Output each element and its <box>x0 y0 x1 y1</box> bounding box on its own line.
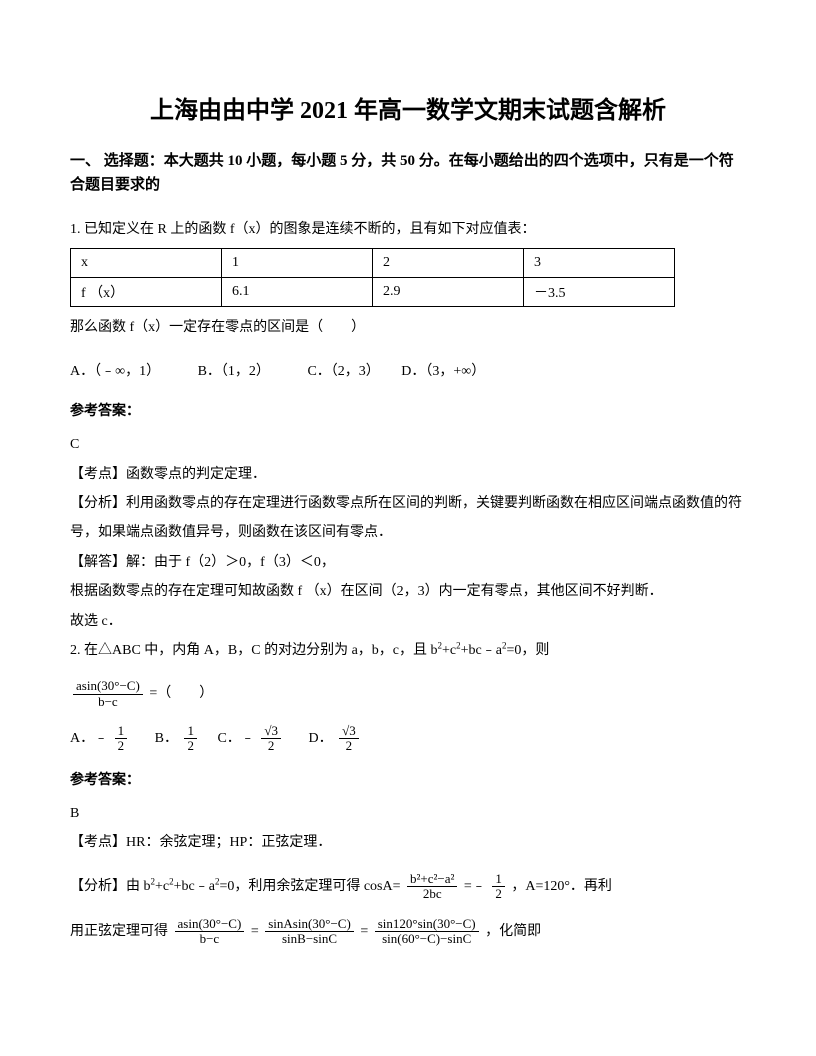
frac-num: b²+c²−a² <box>407 872 457 887</box>
table-row: x 1 2 3 <box>71 249 675 278</box>
fraction: 1 2 <box>184 724 197 754</box>
cell: x <box>71 249 222 278</box>
q1-jieda-3: 故选 c． <box>70 607 746 636</box>
text: = <box>360 924 371 939</box>
q1-opt-c: C．（2，3） <box>307 357 379 386</box>
cell: 3 <box>524 249 675 278</box>
q2-choices: A．﹣ 1 2 B． 1 2 C．﹣ √3 2 D． √3 2 <box>70 724 746 755</box>
frac-num: √3 <box>339 724 359 739</box>
frac-num: sin120°sin(30°−C) <box>375 917 479 932</box>
q1-answer: C <box>70 430 746 459</box>
text: +c <box>155 879 169 894</box>
frac-den: 2bc <box>407 887 457 901</box>
fraction: 1 2 <box>115 724 128 754</box>
q1-table: x 1 2 3 f （x） 6.1 2.9 －3.5 <box>70 248 675 307</box>
fraction: asin(30°−C) b−c <box>73 679 143 709</box>
text: =﹣ <box>464 879 486 894</box>
q2-expression: asin(30°−C) b−c =（ ） <box>70 679 746 710</box>
text: 2. 在△ABC 中，内角 A，B，C 的对边分别为 a，b，c，且 b <box>70 643 438 658</box>
frac-den: 2 <box>261 739 281 753</box>
q2-opt-c-pre: C．﹣ <box>217 731 254 746</box>
fraction: sin120°sin(30°−C) sin(60°−C)−sinC <box>375 917 479 947</box>
frac-den: 2 <box>492 887 505 901</box>
q1-opt-a: A．（﹣∞，1） <box>70 357 160 386</box>
section-1-header: 一、 选择题：本大题共 10 小题，每小题 5 分，共 50 分。在每小题给出的… <box>70 149 746 197</box>
frac-den: 2 <box>184 739 197 753</box>
frac-den: b−c <box>73 695 143 709</box>
cell: 2 <box>373 249 524 278</box>
page-title: 上海由由中学 2021 年高一数学文期末试题含解析 <box>70 90 746 125</box>
text: +bc﹣a <box>461 643 502 658</box>
frac-num: 1 <box>184 724 197 739</box>
fraction: √3 2 <box>339 724 359 754</box>
q1-answer-label: 参考答案： <box>70 400 746 420</box>
text: 【分析】由 b <box>70 879 151 894</box>
q1-opt-d: D．（3，+∞） <box>401 357 485 386</box>
frac-den: sin(60°−C)−sinC <box>375 932 479 946</box>
q2-opt-b-pre: B． <box>155 731 178 746</box>
frac-num: 1 <box>492 872 505 887</box>
q1-jieda-1: 【解答】解：由于 f（2）＞0，f（3）＜0， <box>70 548 746 577</box>
frac-den: b−c <box>175 932 245 946</box>
frac-num: asin(30°−C) <box>175 917 245 932</box>
q1-opt-b: B．（1，2） <box>198 357 270 386</box>
q1-fenxi: 【分析】利用函数零点的存在定理进行函数零点所在区间的判断，关键要判断函数在相应区… <box>70 489 746 548</box>
q1-stem: 1. 已知定义在 R 上的函数 f（x）的图象是连续不断的，且有如下对应值表： <box>70 215 746 244</box>
q2-opt-a-pre: A．﹣ <box>70 731 108 746</box>
q2-fenxi-line2: 用正弦定理可得 asin(30°−C) b−c = sinAsin(30°−C)… <box>70 917 746 948</box>
frac-num: √3 <box>261 724 281 739</box>
text: ，化简即 <box>485 924 541 939</box>
q2-fenxi: 【分析】由 b2+c2+bc﹣a2=0，利用余弦定理可得 cosA= b²+c²… <box>70 872 746 903</box>
fraction: asin(30°−C) b−c <box>175 917 245 947</box>
frac-num: sinAsin(30°−C) <box>265 917 354 932</box>
fraction: √3 2 <box>261 724 281 754</box>
q2-kaodian: 【考点】HR：余弦定理；HP：正弦定理． <box>70 828 746 857</box>
text: =0，则 <box>506 643 549 658</box>
table-row: f （x） 6.1 2.9 －3.5 <box>71 278 675 307</box>
frac-num: asin(30°−C) <box>73 679 143 694</box>
text: 用正弦定理可得 <box>70 924 168 939</box>
fraction: b²+c²−a² 2bc <box>407 872 457 902</box>
q2-answer-label: 参考答案： <box>70 769 746 789</box>
text: ，A=120°．再利 <box>511 879 612 894</box>
q2-answer: B <box>70 799 746 828</box>
cell: 6.1 <box>222 278 373 307</box>
text: =（ ） <box>149 686 213 701</box>
q1-stem2: 那么函数 f（x）一定存在零点的区间是（ ） <box>70 313 746 342</box>
text: = <box>251 924 262 939</box>
text: =0，利用余弦定理可得 cosA= <box>219 879 400 894</box>
fraction: sinAsin(30°−C) sinB−sinC <box>265 917 354 947</box>
q1-kaodian: 【考点】函数零点的判定定理． <box>70 460 746 489</box>
fraction: 1 2 <box>492 872 505 902</box>
cell: f （x） <box>71 278 222 307</box>
text: +bc﹣a <box>174 879 215 894</box>
q2-opt-d-pre: D． <box>308 731 332 746</box>
text: +c <box>442 643 456 658</box>
cell: －3.5 <box>524 278 675 307</box>
q2-stem: 2. 在△ABC 中，内角 A，B，C 的对边分别为 a，b，c，且 b2+c2… <box>70 636 746 665</box>
frac-den: 2 <box>115 739 128 753</box>
cell: 2.9 <box>373 278 524 307</box>
frac-den: sinB−sinC <box>265 932 354 946</box>
frac-den: 2 <box>339 739 359 753</box>
cell: 1 <box>222 249 373 278</box>
q1-choices: A．（﹣∞，1） B．（1，2） C．（2，3） D．（3，+∞） <box>70 357 746 386</box>
frac-num: 1 <box>115 724 128 739</box>
q1-jieda-2: 根据函数零点的存在定理可知故函数 f （x）在区间（2，3）内一定有零点，其他区… <box>70 577 746 606</box>
